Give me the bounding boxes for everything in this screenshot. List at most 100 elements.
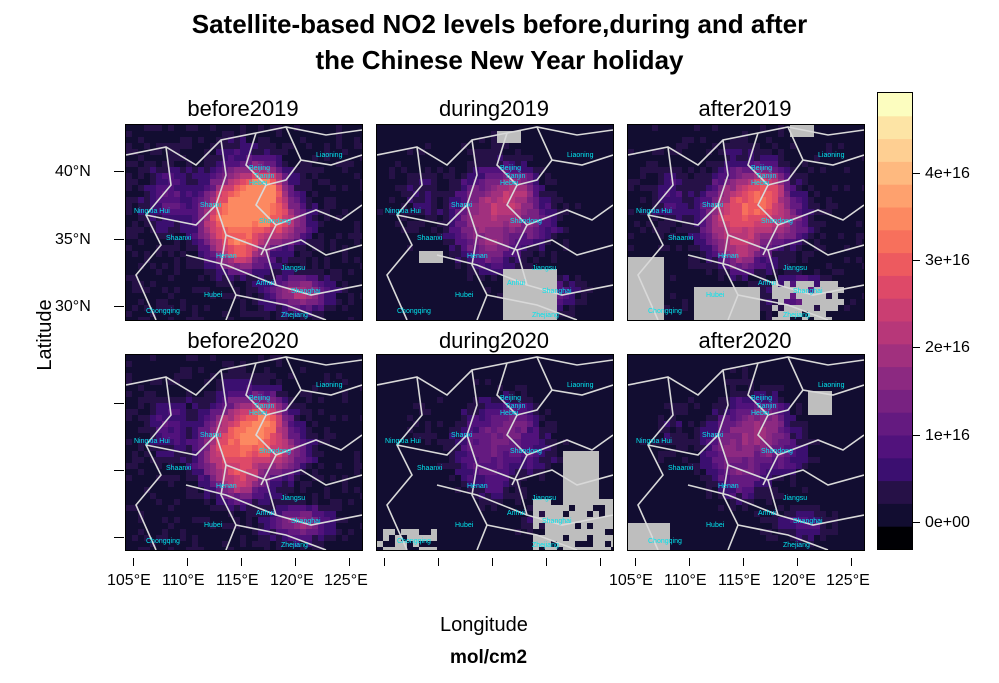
raster-cell — [682, 209, 688, 215]
raster-cell — [754, 239, 760, 245]
raster-cell — [539, 311, 545, 317]
raster-cell — [401, 293, 407, 299]
raster-cell — [132, 125, 138, 131]
raster-cell — [198, 287, 204, 293]
raster-cell — [730, 137, 736, 143]
raster-cell — [258, 125, 264, 131]
raster-cell — [180, 245, 186, 251]
raster-cell — [389, 197, 395, 203]
raster-cell — [760, 275, 766, 281]
raster-cell — [545, 275, 551, 281]
raster-cell — [646, 131, 652, 137]
raster-cell — [138, 317, 144, 320]
raster-cell — [569, 281, 575, 287]
raster-cell — [461, 191, 467, 197]
raster-cell — [198, 215, 204, 221]
raster-cell — [611, 317, 613, 320]
raster-cell — [330, 451, 336, 457]
raster-cell — [790, 161, 796, 167]
raster-cell — [354, 137, 360, 143]
raster-cell — [330, 481, 336, 487]
raster-cell — [521, 179, 527, 185]
raster-cell — [150, 185, 156, 191]
raster-cell — [126, 391, 132, 397]
raster-cell — [850, 161, 856, 167]
raster-cell — [252, 287, 258, 293]
raster-cell — [754, 287, 760, 293]
raster-cell — [318, 251, 324, 257]
raster-cell — [252, 403, 258, 409]
raster-cell — [826, 257, 832, 263]
raster-cell — [766, 203, 772, 209]
raster-cell — [814, 311, 820, 317]
raster-cell — [282, 385, 288, 391]
raster-cell — [515, 227, 521, 233]
raster-cell — [856, 245, 862, 251]
province-boundary — [225, 234, 362, 256]
raster-cell — [581, 293, 587, 299]
raster-cell — [324, 373, 330, 379]
raster-cell — [581, 257, 587, 263]
raster-cell — [628, 149, 634, 155]
raster-cell — [204, 125, 210, 131]
raster-cell — [126, 221, 132, 227]
raster-cell — [634, 299, 640, 305]
raster-cell — [742, 161, 748, 167]
raster-cell — [401, 287, 407, 293]
raster-cell — [144, 379, 150, 385]
raster-cell — [216, 167, 222, 173]
raster-cell — [150, 287, 156, 293]
raster-cell — [300, 445, 306, 451]
raster-cell — [389, 293, 395, 299]
raster-cell — [342, 439, 348, 445]
raster-cell — [856, 191, 862, 197]
raster-cell — [413, 317, 419, 320]
raster-cell — [431, 293, 437, 299]
raster-cell — [844, 311, 850, 317]
raster-cell — [264, 287, 270, 293]
raster-cell — [377, 233, 383, 239]
raster-cell — [497, 143, 503, 149]
raster-cell — [718, 185, 724, 191]
raster-cell — [413, 209, 419, 215]
raster-cell — [162, 361, 168, 367]
raster-cell — [336, 305, 342, 311]
raster-cell — [186, 445, 192, 451]
raster-cell — [294, 445, 300, 451]
raster-cell — [844, 275, 850, 281]
raster-cell — [634, 167, 640, 173]
raster-cell — [342, 293, 348, 299]
raster-cell — [192, 209, 198, 215]
raster-cell — [790, 191, 796, 197]
raster-cell — [748, 221, 754, 227]
raster-cell — [383, 263, 389, 269]
raster-cell — [228, 421, 234, 427]
raster-cell — [228, 197, 234, 203]
raster-cell — [342, 239, 348, 245]
raster-cell — [132, 317, 138, 320]
raster-cell — [126, 439, 132, 445]
raster-cell — [814, 137, 820, 143]
province-label: Tianjin — [505, 173, 525, 180]
raster-cell — [527, 167, 533, 173]
raster-cell — [814, 221, 820, 227]
raster-cell — [228, 275, 234, 281]
raster-cell — [467, 227, 473, 233]
raster-cell — [718, 167, 724, 173]
raster-cell — [856, 305, 862, 311]
raster-cell — [449, 149, 455, 155]
raster-cell — [270, 403, 276, 409]
raster-cell — [682, 143, 688, 149]
raster-cell — [694, 281, 700, 287]
raster-cell — [712, 191, 718, 197]
raster-cell — [252, 445, 258, 451]
raster-cell — [168, 281, 174, 287]
raster-cell — [467, 245, 473, 251]
raster-cell — [132, 409, 138, 415]
raster-cell — [389, 161, 395, 167]
raster-cell — [491, 317, 497, 320]
raster-cell — [168, 311, 174, 317]
raster-cell — [676, 179, 682, 185]
raster-cell — [784, 317, 790, 320]
raster-cell — [449, 215, 455, 221]
